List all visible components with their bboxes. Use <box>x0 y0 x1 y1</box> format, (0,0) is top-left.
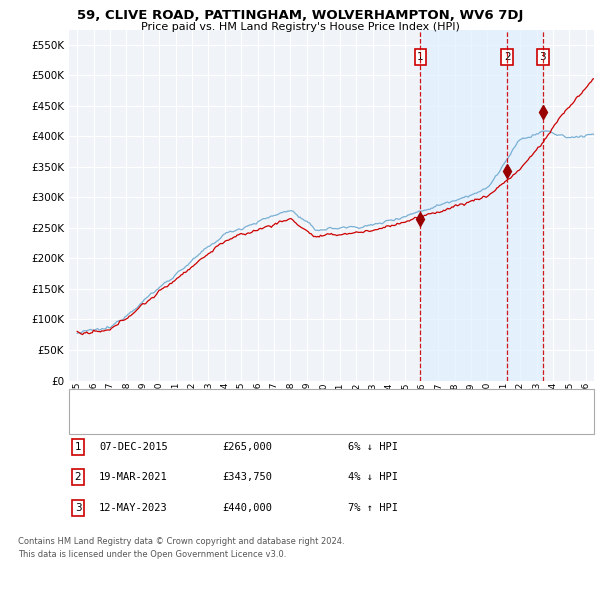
Text: 59, CLIVE ROAD, PATTINGHAM, WOLVERHAMPTON, WV6 7DJ: 59, CLIVE ROAD, PATTINGHAM, WOLVERHAMPTO… <box>77 9 523 22</box>
Text: 1: 1 <box>74 442 82 451</box>
Text: 12-MAY-2023: 12-MAY-2023 <box>99 503 168 513</box>
Text: 2: 2 <box>74 473 82 482</box>
Text: £343,750: £343,750 <box>222 473 272 482</box>
Text: 3: 3 <box>74 503 82 513</box>
Text: 07-DEC-2015: 07-DEC-2015 <box>99 442 168 451</box>
Text: 6% ↓ HPI: 6% ↓ HPI <box>348 442 398 451</box>
Text: HPI: Average price, detached house, South Staffordshire: HPI: Average price, detached house, Sout… <box>96 418 371 428</box>
Text: Contains HM Land Registry data © Crown copyright and database right 2024.: Contains HM Land Registry data © Crown c… <box>18 537 344 546</box>
Text: 59, CLIVE ROAD, PATTINGHAM, WOLVERHAMPTON, WV6 7DJ (detached house): 59, CLIVE ROAD, PATTINGHAM, WOLVERHAMPTO… <box>96 397 478 407</box>
Text: 3: 3 <box>539 52 546 62</box>
Text: This data is licensed under the Open Government Licence v3.0.: This data is licensed under the Open Gov… <box>18 550 286 559</box>
Text: 19-MAR-2021: 19-MAR-2021 <box>99 473 168 482</box>
Text: £440,000: £440,000 <box>222 503 272 513</box>
Text: £265,000: £265,000 <box>222 442 272 451</box>
Bar <box>421 30 542 381</box>
Text: 1: 1 <box>417 52 424 62</box>
Text: —: — <box>76 415 92 430</box>
Text: —: — <box>76 394 92 409</box>
Text: 7% ↑ HPI: 7% ↑ HPI <box>348 503 398 513</box>
Text: Price paid vs. HM Land Registry's House Price Index (HPI): Price paid vs. HM Land Registry's House … <box>140 22 460 32</box>
Text: 2: 2 <box>504 52 511 62</box>
Text: 4% ↓ HPI: 4% ↓ HPI <box>348 473 398 482</box>
